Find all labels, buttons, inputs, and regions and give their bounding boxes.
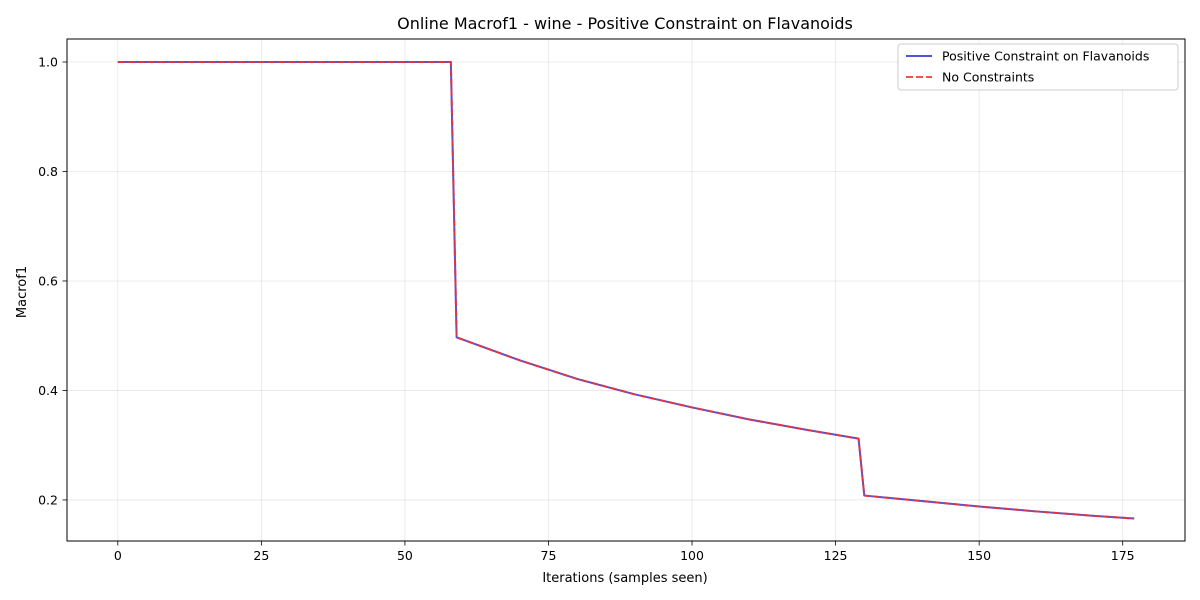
legend-label-positive-constraint: Positive Constraint on Flavanoids	[942, 49, 1149, 64]
chart-title: Online Macrof1 - wine - Positive Constra…	[397, 14, 853, 33]
y-tick-label: 1.0	[38, 54, 58, 69]
x-tick-label: 0	[114, 548, 122, 563]
y-tick-label: 0.2	[38, 492, 58, 507]
legend: Positive Constraint on Flavanoids No Con…	[897, 43, 1179, 91]
x-tick-label: 25	[253, 548, 269, 563]
legend-label-no-constraints: No Constraints	[942, 70, 1034, 85]
series-layer	[117, 60, 1135, 520]
x-tick-label: 125	[824, 548, 848, 563]
x-axis-label: Iterations (samples seen)	[542, 571, 707, 586]
y-axis-label: Macrof1	[15, 266, 30, 318]
y-tick-label: 0.8	[38, 164, 58, 179]
axis-ticks: 0 25 50 75 100 125 150 175 0.2 0.4 0.6 0.8 1.0	[38, 54, 1135, 563]
y-tick-label: 0.4	[38, 383, 58, 398]
x-tick-label: 75	[541, 548, 557, 563]
x-tick-label: 150	[967, 548, 991, 563]
plot-frame	[66, 38, 1186, 542]
x-tick-label: 50	[397, 548, 413, 563]
y-tick-label: 0.6	[38, 273, 58, 288]
grid	[67, 39, 1185, 541]
series-line-no-constraints	[117, 60, 1135, 520]
x-tick-label: 175	[1111, 548, 1135, 563]
x-tick-label: 100	[680, 548, 704, 563]
legend-box	[897, 43, 1179, 91]
